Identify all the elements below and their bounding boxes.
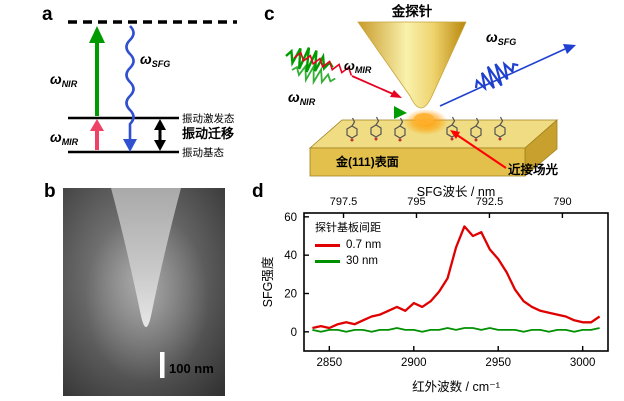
transfer-double-arrow — [154, 119, 166, 151]
x-tick-label: 3000 — [570, 357, 596, 369]
scale-bar — [160, 352, 165, 378]
chart-legend: 探针基板间距 0.7 nm 30 nm — [315, 219, 381, 267]
ground-state-label: 振动基态 — [182, 146, 224, 159]
y-tick-label: 0 — [291, 327, 297, 339]
legend-label: 0.7 nm — [346, 239, 382, 251]
top-tick-label: 790 — [553, 196, 571, 208]
near-field-callout-arrow — [450, 130, 507, 169]
legend-swatch-green — [315, 259, 340, 263]
scale-bar-label: 100 nm — [169, 361, 214, 376]
x-axis-title: 红外波数 / cm⁻¹ — [412, 379, 500, 394]
sfg-wavy-down-arrow — [123, 25, 137, 152]
x-tick-label: 2950 — [485, 357, 511, 369]
y-axis-title: SFG强度 — [260, 256, 275, 307]
y-tick-label: 60 — [284, 212, 297, 224]
legend-item-0.7nm: 0.7 nm — [315, 239, 381, 251]
panel-b-sem-image: 100 nm — [63, 188, 225, 396]
omega-mir-label: ωMIR — [50, 129, 79, 147]
mir-up-arrow — [90, 119, 104, 150]
spectrum-plot: SFG波长 / nm 红外波数 / cm⁻¹ SFG强度 2850 2900 295… — [260, 185, 609, 394]
sfg-outgoing-beam — [439, 44, 576, 107]
gold-tip — [357, 21, 467, 109]
omega-nir-label: ωNIR — [50, 71, 78, 89]
panel-a-letter: a — [42, 4, 53, 25]
omega-mir-label-c: ωMIR — [344, 58, 372, 75]
y-tick-label: 20 — [284, 289, 297, 301]
omega-sfg-label-c: ωSFG — [486, 29, 516, 47]
top-tick-label: 795 — [407, 196, 425, 208]
nir-up-arrow — [89, 26, 105, 116]
omega-nir-label-c: ωNIR — [288, 89, 316, 107]
top-tick-label: 797.5 — [330, 196, 358, 208]
nir-incoming-beam — [285, 47, 407, 119]
legend-title: 探针基板间距 — [315, 222, 381, 234]
gold-tip-label: 金探针 — [391, 3, 433, 19]
series-0.7nm — [312, 225, 601, 330]
sem-tip-shape — [111, 188, 181, 327]
legend-label: 30 nm — [346, 255, 378, 267]
plot-frame — [303, 212, 609, 352]
near-field-label: 近接场光 — [508, 162, 559, 177]
panel-c-schematic: 金探针 ωSFG ωNIR ωMIR 金(111)表面 近接场光 — [285, 3, 576, 177]
panel-b-letter: b — [44, 181, 56, 202]
x-tick-label: 2850 — [317, 357, 343, 369]
series-30nm — [312, 327, 600, 333]
legend-item-30nm: 30 nm — [315, 255, 381, 267]
top-axis-title: SFG波长 / nm — [417, 185, 495, 199]
panel-d-letter: d — [252, 181, 264, 202]
omega-sfg-label: ωSFG — [140, 51, 170, 69]
y-tick-label: 40 — [284, 250, 297, 262]
panel-c-letter: c — [264, 4, 275, 25]
top-tick-label: 792.5 — [476, 196, 504, 208]
x-tick-label: 2900 — [401, 357, 427, 369]
legend-swatch-red — [315, 243, 340, 247]
sem-tip-image: 100 nm — [63, 188, 225, 396]
mir-incoming-beam — [293, 51, 402, 98]
excited-state-label: 振动激发态 — [182, 112, 235, 125]
near-field-glow — [404, 109, 448, 135]
panel-a-energy-diagram: ωNIR ωMIR ωSFG 振动激发态 振动迁移 振动基态 — [50, 20, 237, 159]
gold-surface-label: 金(111)表面 — [335, 154, 399, 169]
transfer-label: 振动迁移 — [182, 126, 234, 141]
panel-d-chart: SFG波长 / nm 红外波数 / cm⁻¹ SFG强度 2850 2900 295… — [260, 183, 624, 400]
